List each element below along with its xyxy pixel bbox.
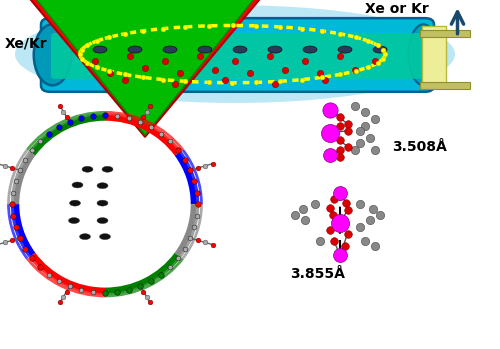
FancyBboxPatch shape bbox=[51, 33, 424, 79]
Ellipse shape bbox=[303, 46, 317, 53]
Ellipse shape bbox=[97, 218, 108, 224]
Ellipse shape bbox=[102, 166, 113, 172]
Ellipse shape bbox=[93, 46, 107, 53]
Ellipse shape bbox=[338, 46, 352, 53]
Ellipse shape bbox=[268, 46, 282, 53]
Text: 3.855Å: 3.855Å bbox=[290, 267, 345, 281]
Ellipse shape bbox=[82, 166, 93, 172]
Ellipse shape bbox=[70, 200, 80, 206]
Ellipse shape bbox=[100, 234, 110, 239]
Ellipse shape bbox=[80, 234, 90, 239]
Ellipse shape bbox=[97, 200, 108, 206]
Ellipse shape bbox=[68, 218, 80, 224]
Ellipse shape bbox=[72, 182, 83, 188]
Ellipse shape bbox=[97, 183, 108, 188]
Ellipse shape bbox=[233, 46, 247, 53]
Text: Xe or Kr: Xe or Kr bbox=[365, 2, 429, 16]
Ellipse shape bbox=[34, 24, 72, 86]
Ellipse shape bbox=[198, 46, 212, 53]
Ellipse shape bbox=[163, 46, 177, 53]
FancyBboxPatch shape bbox=[41, 18, 434, 92]
Ellipse shape bbox=[408, 24, 438, 86]
Bar bbox=[422, 26, 446, 84]
Text: 3.508Å: 3.508Å bbox=[392, 140, 448, 154]
Bar bbox=[420, 30, 470, 37]
Ellipse shape bbox=[373, 46, 387, 53]
Ellipse shape bbox=[15, 5, 455, 103]
Bar bbox=[420, 82, 470, 89]
Text: Xe/Kr: Xe/Kr bbox=[5, 37, 48, 51]
Ellipse shape bbox=[128, 46, 142, 53]
